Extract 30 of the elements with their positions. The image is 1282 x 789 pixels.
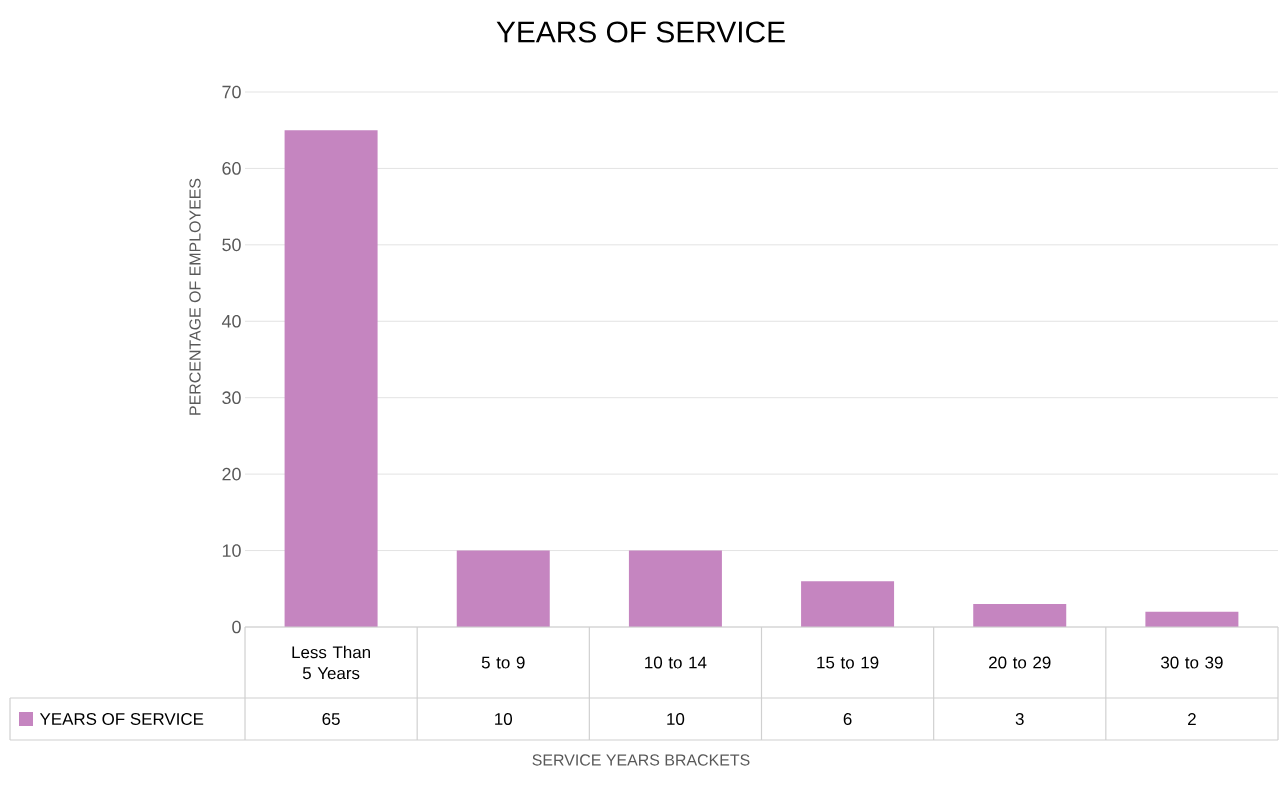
bar [284, 130, 378, 627]
y-tick-label: 60 [222, 162, 241, 175]
y-tick-label: 0 [232, 620, 241, 634]
data-label: 10 [495, 712, 513, 725]
data-label: 6 [843, 712, 852, 725]
data-label: 10 [667, 712, 685, 725]
y-tick-label: 50 [222, 238, 241, 252]
chart-title: YEARS OF SERVICE [496, 21, 785, 43]
y-tick-label: 20 [222, 467, 241, 481]
bar [973, 604, 1067, 627]
data-label: 3 [1015, 712, 1024, 725]
x-tick-label: 20 to 29 [989, 656, 1051, 669]
bar [1145, 611, 1239, 627]
data-label: 2 [1188, 713, 1196, 725]
x-tick-label: 30 to 39 [1161, 656, 1223, 669]
legend-label: YEARS OF SERVICE [39, 712, 204, 725]
x-tick-label: 15 to 19 [817, 656, 879, 669]
x-tick-label: 10 to 14 [645, 656, 707, 669]
y-tick-label: 10 [222, 544, 241, 557]
y-tick-label: 40 [221, 314, 241, 328]
data-label: 65 [322, 712, 340, 725]
x-tick-label: Less Than 5 Years [292, 645, 370, 680]
x-axis-title: SERVICE YEARS BRACKETS [532, 754, 750, 766]
bar [801, 581, 895, 627]
y-tick-label: 30 [222, 391, 241, 405]
bar [456, 550, 550, 627]
x-tick-label: 5 to 9 [481, 656, 525, 669]
y-axis-title: PERCENTAGE OF EMPLOYEES [189, 178, 201, 415]
y-tick-label: 70 [222, 85, 241, 99]
bar [628, 550, 722, 627]
